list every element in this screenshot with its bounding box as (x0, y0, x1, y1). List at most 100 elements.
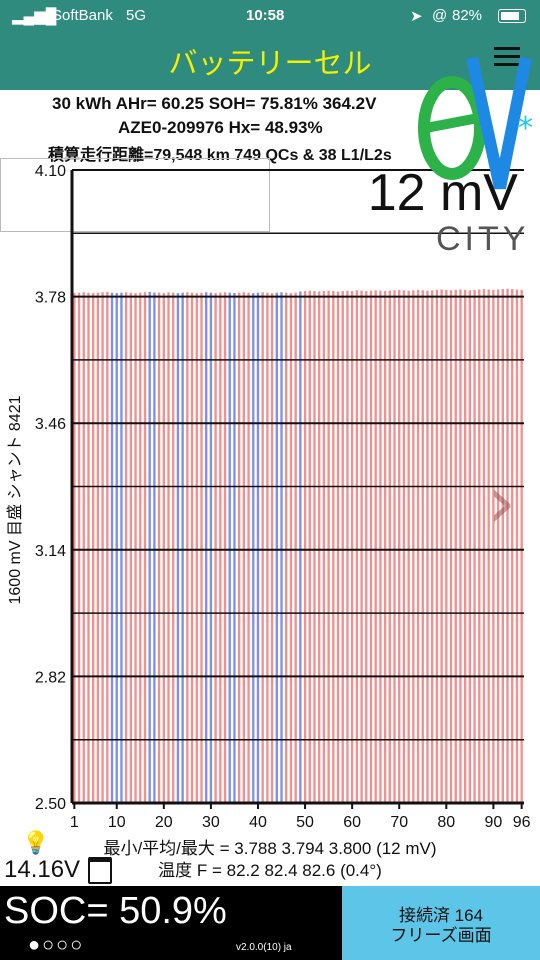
cell-bar-76 (426, 290, 429, 803)
cell-bar-71 (402, 290, 406, 803)
cell-bar-67 (383, 291, 387, 803)
light-bulb-icon[interactable]: 💡 (22, 830, 50, 855)
cell-bar-37 (242, 292, 246, 803)
x-tick-label: 70 (390, 814, 408, 831)
cell-bar-36 (237, 292, 241, 803)
cell-bar-92 (501, 289, 504, 804)
cell-bar-2 (77, 292, 81, 803)
y-tick-label: 4.10 (35, 163, 66, 180)
cell-bar-52 (313, 291, 316, 803)
cell-bar-90 (492, 289, 495, 803)
cell-bar-86 (473, 289, 476, 803)
cell-bar-11 (120, 292, 123, 803)
battery-percent: 82% (452, 7, 483, 24)
cell-bar-65 (374, 290, 377, 803)
cell-bar-9 (110, 292, 114, 803)
cell-bar-13 (129, 292, 133, 803)
cell-bar-94 (511, 289, 514, 804)
cell-bar-62 (360, 290, 363, 803)
cell-bar-53 (318, 291, 321, 803)
cell-bar-8 (106, 291, 109, 803)
svg-text:CITY: CITY (436, 220, 529, 258)
cell-bar-32 (219, 292, 222, 803)
battery-icon (498, 9, 526, 23)
cell-bar-74 (416, 289, 420, 803)
x-axis-ticks: 1 10 20 30 40 50 60 70 80 90 96 (70, 803, 531, 831)
cell-bar-33 (223, 292, 227, 803)
cell-bar-20 (162, 293, 165, 803)
min-avg-max-text: 最小/平均/最大 = 3.788 3.794 3.800 (12 mV) (103, 839, 437, 858)
cell-bar-84 (463, 289, 467, 803)
cell-bar-17 (148, 291, 151, 803)
cell-bar-87 (478, 289, 481, 804)
cell-voltage-chart: 4.10 3.78 3.46 3.14 2.82 2.50 1 10 20 30 40 50 60 70… (6, 163, 531, 831)
cell-bar-42 (266, 292, 269, 803)
x-tick-label: 40 (249, 814, 267, 831)
cell-bar-54 (322, 291, 326, 803)
cell-bar-79 (440, 289, 443, 804)
svg-text:*: * (518, 111, 533, 146)
x-tick-label: 60 (343, 814, 361, 831)
temperature-text: 温度 F = 82.2 82.4 82.6 (0.4°) (158, 861, 382, 880)
y-tick-label: 2.82 (35, 669, 66, 686)
y-axis-ticks: 4.10 3.78 3.46 3.14 2.82 2.50 (35, 163, 66, 813)
cell-bar-72 (407, 290, 410, 803)
cell-bar-30 (209, 292, 213, 803)
cell-bar-39 (252, 293, 255, 803)
cell-bar-41 (261, 292, 264, 803)
soc-panel: SOC= 50.9% ●○○○ v2.0.0(10) ja (0, 886, 342, 960)
ev-city-logo: * CITY (418, 56, 533, 258)
calendar-icon[interactable] (88, 857, 112, 884)
connection-count: 接続済 164 (398, 906, 484, 925)
cell-bar-73 (412, 290, 415, 803)
battery-info-line: 30 kWh AHr= 60.25 SOH= 75.81% 364.2V (52, 94, 377, 113)
odometer-info-line: 積算走行距離=79,548 km 749 QCs & 38 L1/L2s (48, 147, 392, 164)
cell-bar-77 (431, 290, 434, 803)
cell-bar-46 (285, 292, 288, 803)
cell-bar-21 (167, 292, 170, 803)
cell-bar-83 (459, 289, 462, 804)
location-icon: ➤ (410, 8, 423, 25)
page-title: バッテリーセル (168, 48, 372, 80)
cell-bar-44 (275, 292, 278, 803)
page-indicator-dots[interactable]: ●○○○ (28, 934, 85, 956)
cell-bar-7 (101, 292, 104, 803)
connection-status-button[interactable]: 接続済 164 フリーズ画面 (342, 886, 540, 960)
x-tick-label: 10 (108, 814, 126, 831)
cell-bar-10 (115, 293, 118, 803)
cell-bar-89 (487, 289, 490, 804)
cell-bar-38 (247, 292, 250, 803)
cell-bar-95 (515, 289, 519, 804)
cell-bar-26 (190, 292, 194, 803)
cell-bar-66 (379, 290, 382, 803)
cell-bar-22 (172, 292, 175, 803)
cell-bar-75 (421, 290, 424, 803)
cell-bar-15 (139, 292, 142, 803)
cell-bar-24 (181, 292, 184, 803)
cell-bar-48 (294, 292, 297, 803)
x-tick-label: 80 (437, 814, 455, 831)
cell-bar-6 (96, 292, 100, 803)
cell-bar-40 (256, 292, 260, 803)
cell-bar-3 (82, 292, 85, 803)
app-header: バッテリーセル (0, 32, 540, 90)
cell-bar-82 (454, 289, 457, 803)
clock: 10:58 (246, 7, 285, 24)
aux-battery-voltage: 14.16V (4, 856, 81, 883)
cell-bar-64 (369, 290, 373, 803)
cell-bar-93 (506, 288, 509, 803)
rotation-lock-icon: @ (432, 7, 448, 24)
app-version: v2.0.0(10) ja (236, 942, 292, 953)
next-page-arrow-icon[interactable]: › (487, 460, 516, 544)
cell-bar-19 (157, 292, 161, 803)
chart-bars (73, 288, 523, 804)
cell-bar-57 (336, 291, 340, 803)
x-tick-label: 1 (70, 814, 79, 831)
carrier-name: SoftBank (52, 7, 113, 24)
cell-bar-51 (308, 290, 311, 803)
hamburger-menu-icon[interactable] (494, 42, 520, 71)
y-tick-label: 3.46 (35, 416, 66, 433)
y-range-box (0, 158, 270, 232)
cell-bar-58 (341, 291, 344, 803)
network-type: 5G (126, 7, 147, 24)
